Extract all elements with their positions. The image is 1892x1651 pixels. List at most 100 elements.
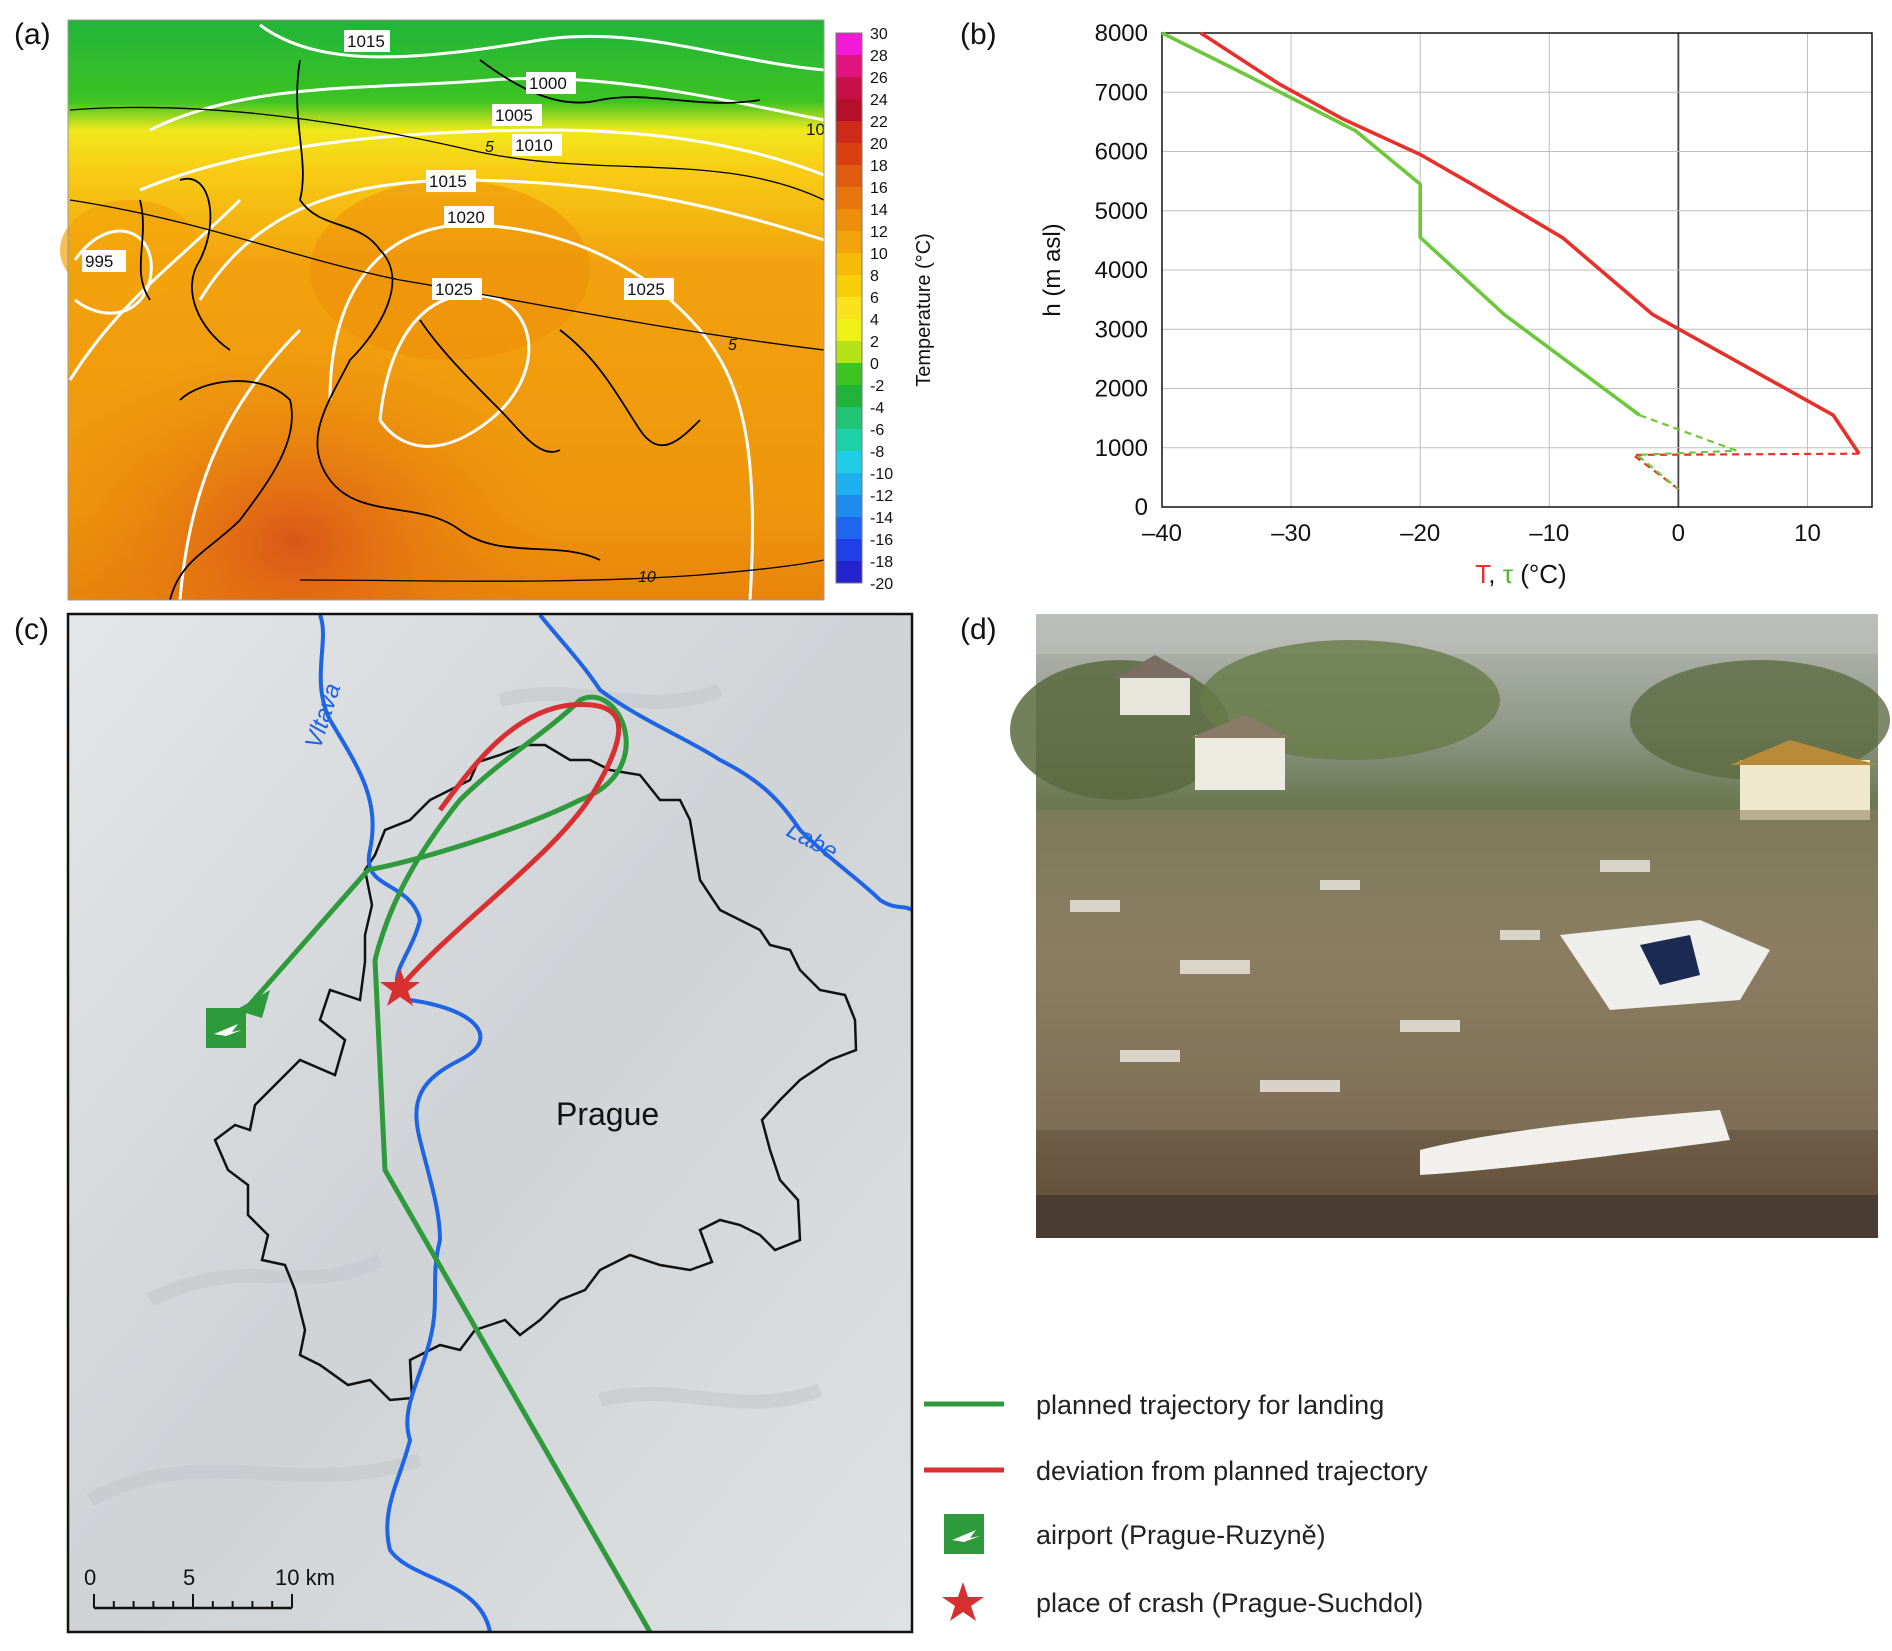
river-vltava — [318, 614, 492, 1633]
river-labe — [538, 613, 914, 912]
isobar-label: 1015 — [429, 172, 467, 191]
isobar-line — [68, 198, 242, 381]
colorbar-segment — [836, 429, 862, 451]
colorbar-tick-label: -6 — [870, 422, 884, 439]
coastline — [169, 380, 293, 601]
isobar-label: 1020 — [447, 208, 485, 227]
colorbar-frame — [835, 32, 863, 584]
colorbar-label: Temperature (°C) — [913, 233, 935, 387]
colorbar-segment — [836, 121, 862, 143]
isobar-line — [259, 23, 825, 72]
debris-piece — [1180, 960, 1250, 974]
temperature-colorbar: 302826242220181614121086420-2-4-6-8-10-1… — [835, 26, 893, 593]
isobar-line — [149, 76, 825, 132]
isobar-label-bg — [82, 250, 126, 272]
colorbar-tick-label: -10 — [870, 466, 893, 483]
colorbar-segment — [836, 561, 862, 583]
legend-crash-star-icon — [942, 1582, 984, 1621]
isobar-label-bg — [624, 278, 674, 300]
colorbar-segment — [836, 297, 862, 319]
chart-x-axis-label: T, τ (°C) — [1475, 559, 1566, 589]
photo-house — [1120, 675, 1190, 715]
airport-icon — [206, 1008, 246, 1048]
panel-label-b: (b) — [960, 18, 997, 51]
coastline — [559, 329, 701, 447]
coastline — [479, 59, 761, 104]
chart-x-tick-label: 0 — [1672, 520, 1685, 547]
colorbar-tick-label: 28 — [870, 48, 888, 65]
photo-sky — [1036, 614, 1878, 654]
airplane-icon — [214, 1024, 242, 1036]
crash-site-photo — [1010, 614, 1890, 1238]
isobar-label: 1015 — [347, 32, 385, 51]
debris-piece — [1070, 900, 1120, 912]
chart-y-tick-label: 2000 — [1095, 376, 1148, 403]
colorbar-segment — [836, 187, 862, 209]
legend-airport-icon — [944, 1514, 984, 1554]
colorbar-segment — [836, 55, 862, 77]
planned-trajectory — [243, 694, 653, 1634]
legend-airplane-icon — [952, 1530, 980, 1542]
colorbar-segment — [836, 165, 862, 187]
isotherm-labels: 5 5 10 — [485, 139, 737, 586]
colorbar-tick-label: -18 — [870, 554, 893, 571]
legend-label-deviation: deviation from planned trajectory — [1036, 1456, 1428, 1486]
colorbar-tick-label: -4 — [870, 400, 884, 417]
scale-label-10: 10 km — [275, 1565, 335, 1590]
temperature-profile-chart: –40 –30 –20 –10 0 10 0 1000 2000 3000 4000 5000 6000… — [1039, 20, 1873, 589]
isobar-label-bg — [492, 104, 542, 126]
scale-label-5: 5 — [183, 1565, 195, 1590]
colorbar-segment — [836, 451, 862, 473]
photo-house — [1195, 735, 1285, 790]
colorbar-segment — [836, 517, 862, 539]
colorbar-tick-label: 0 — [870, 356, 879, 373]
debris-piece — [1600, 860, 1650, 872]
isobar-label: 1005 — [495, 106, 533, 125]
isotherm-label: 10 — [638, 569, 656, 586]
chart-x-tick-label: –10 — [1529, 520, 1569, 547]
isobar-line — [328, 223, 755, 601]
terrain-shading — [86, 683, 823, 1507]
scale-bar-ticks — [93, 1594, 293, 1608]
scale-bar: 0 5 10 km — [84, 1565, 335, 1610]
chart-x-tick-label: –40 — [1142, 520, 1182, 547]
colorbar-tick-label: -8 — [870, 444, 884, 461]
panel-label-d: (d) — [960, 613, 997, 646]
panel-label-a: (a) — [14, 18, 51, 51]
isobar-line — [178, 328, 302, 601]
colorbar-segment — [836, 209, 862, 231]
chart-y-axis-label: h (m asl) — [1039, 223, 1066, 316]
map-a-frame — [67, 19, 825, 601]
chart-y-tick-label: 3000 — [1095, 316, 1148, 343]
colorbar-tick-label: 30 — [870, 26, 888, 43]
x-axis-label-T: T — [1475, 559, 1491, 589]
isobar-label-bg — [512, 134, 562, 156]
legend-label-planned: planned trajectory for landing — [1036, 1390, 1384, 1420]
chart-series-line-2 — [1161, 31, 1641, 417]
coastline — [179, 177, 231, 351]
colorbar-tick-label: -2 — [870, 378, 884, 395]
chart-series-dashed-3 — [1636, 414, 1738, 491]
colorbar-segment — [836, 363, 862, 385]
colorbar-segment — [836, 253, 862, 275]
map-a: 1015 1000 1005 1010 1015 1020 995 1025 1… — [60, 19, 825, 601]
colorbar-tick-label: -14 — [870, 510, 893, 527]
x-axis-label-tau: τ — [1503, 559, 1514, 589]
colorbar-tick-label: 18 — [870, 158, 888, 175]
colorbar-segment — [836, 473, 862, 495]
legend-label-crash: place of crash (Prague-Suchdol) — [1036, 1588, 1423, 1618]
chart-x-tick-label: 10 — [1794, 520, 1821, 547]
colorbar-tick-label: 14 — [870, 202, 888, 219]
colorbar-segment — [836, 33, 862, 55]
coastline — [419, 319, 561, 453]
isobar-line — [73, 229, 153, 315]
x-axis-label-sep: , — [1488, 559, 1502, 589]
isobar-label-bg — [444, 206, 494, 228]
city-label-prague: Prague — [556, 1096, 659, 1132]
isobar-label: 1010 — [515, 136, 553, 155]
chart-y-tick-label: 7000 — [1095, 79, 1148, 106]
chart-series-dashed-1 — [1632, 452, 1860, 491]
debris-piece — [1260, 1080, 1340, 1092]
map-c-terrain — [68, 614, 912, 1632]
debris-piece — [1320, 880, 1360, 890]
